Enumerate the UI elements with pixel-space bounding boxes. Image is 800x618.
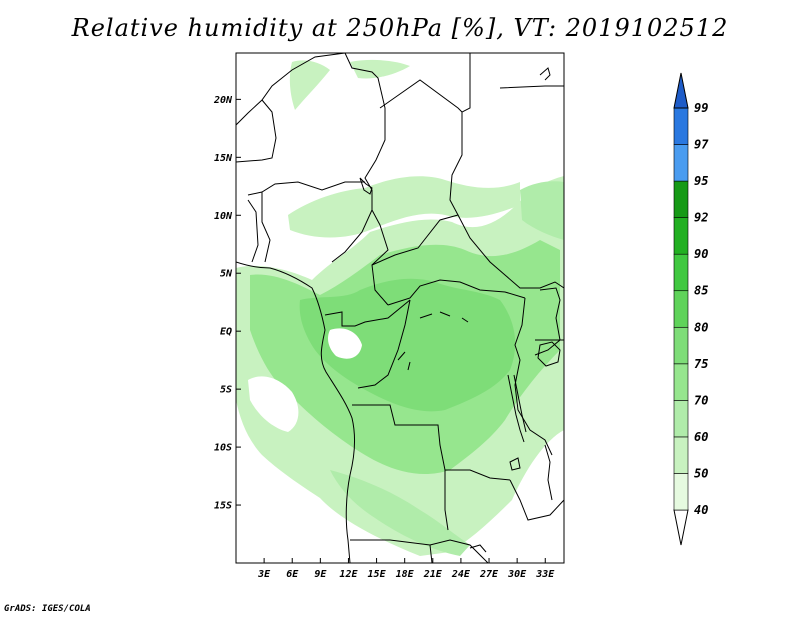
colorbar-bin (673, 473, 689, 511)
colorbar-label: 90 (694, 247, 708, 261)
colorbar-label: 85 (694, 284, 708, 298)
credit-label: GrADS: IGES/COLA (4, 604, 91, 614)
lon-tick-label: 30E (507, 569, 527, 580)
lake-chad (359, 177, 373, 195)
lon-tick-label: 33E (535, 569, 555, 580)
lake-victoria (537, 341, 561, 367)
lake-tanganyika (507, 374, 527, 443)
border-central-6 (352, 404, 511, 481)
border-south-3 (509, 479, 564, 521)
longitude-axis: 3E 6E 9E 12E 15E 18E 21E 24E 27E 30E 33E (257, 558, 555, 580)
lake-mweru (509, 457, 521, 471)
colorbar-bin (673, 253, 689, 292)
lat-tick-label: 15S (214, 501, 232, 512)
river-congo-1 (397, 311, 469, 371)
colorbar-label: 70 (694, 393, 708, 407)
border-n-6 (499, 85, 564, 89)
lon-tick-label: 15E (368, 569, 387, 580)
colorbar-below-triangle (673, 509, 689, 546)
border-central-4 (324, 299, 411, 327)
border-south-2 (444, 470, 449, 531)
colorbar: 40 50 60 70 75 80 85 90 92 95 97 99 (673, 72, 709, 546)
border-central-3 (387, 279, 526, 306)
colorbar-bin (673, 326, 689, 365)
colorbar-label: 80 (694, 320, 708, 334)
lake-malawi (544, 444, 553, 501)
border-south-1 (350, 539, 489, 563)
lat-tick-label: EQ (220, 327, 232, 338)
colorbar-bin (673, 400, 689, 438)
colorbar-label: 50 (694, 466, 708, 480)
lon-tick-label: 9E (314, 569, 327, 580)
humidity-region-gap (248, 376, 299, 432)
colorbar-label: 99 (694, 101, 708, 115)
coast-south-bend (469, 544, 487, 553)
lon-tick-label: 24E (451, 569, 471, 580)
lon-tick-label: 6E (286, 569, 299, 580)
colorbar-label: 97 (694, 138, 709, 152)
humidity-region-east (520, 181, 564, 240)
coast-east-horn (539, 67, 551, 81)
colorbar-label: 75 (694, 357, 708, 371)
border-central-5 (357, 299, 411, 389)
border-n-1 (236, 53, 346, 126)
border-south-4 (429, 544, 433, 563)
lon-tick-label: 3E (257, 569, 271, 580)
coastline-west-africa (236, 261, 355, 563)
lat-tick-label: 20N (213, 95, 233, 106)
border-east-1 (514, 297, 553, 456)
colorbar-label: 92 (694, 211, 708, 225)
lat-tick-label: 10S (214, 443, 232, 454)
humidity-region-north (289, 60, 330, 110)
colorbar-label: 95 (694, 174, 708, 188)
lon-tick-label: 18E (396, 569, 415, 580)
border-n-5 (379, 79, 463, 113)
border-n-3 (236, 99, 277, 163)
humidity-region-north2 (350, 59, 410, 79)
humidity-region-dense (299, 278, 516, 412)
colorbar-bin (673, 290, 689, 328)
lon-tick-label: 27E (479, 569, 499, 580)
humidity-field (236, 59, 564, 556)
humidity-region-sahel (288, 176, 520, 238)
border-central-2 (371, 214, 564, 289)
latitude-axis: 20N 15N 10N 5N EQ 5S 10S 15S (213, 95, 241, 512)
lat-tick-label: 5N (220, 269, 233, 280)
colorbar-bin (673, 436, 689, 474)
border-n-2 (331, 53, 386, 263)
humidity-region-south (330, 470, 470, 556)
humidity-region-gap2 (328, 328, 362, 359)
country-borders (236, 53, 564, 563)
lat-tick-label: 10N (214, 211, 233, 222)
border-sahel-2 (261, 192, 271, 263)
map-title: Relative humidity at 250hPa [%], VT: 201… (71, 14, 729, 42)
border-east-2 (534, 287, 561, 356)
colorbar-above-triangle (673, 72, 689, 109)
colorbar-bin (673, 144, 689, 182)
border-n-4 (449, 53, 471, 216)
colorbar-bin (673, 363, 689, 401)
lat-tick-label: 15N (214, 153, 233, 164)
lon-tick-label: 12E (339, 569, 358, 580)
colorbar-label: 40 (694, 503, 708, 517)
border-sahel-3 (247, 199, 259, 263)
colorbar-bin (673, 107, 689, 145)
colorbar-label: 60 (694, 430, 708, 444)
map-frame (235, 52, 565, 564)
border-central-1 (371, 209, 389, 306)
lat-tick-label: 5S (220, 385, 232, 396)
lon-tick-label: 21E (423, 569, 443, 580)
colorbar-bin (673, 180, 689, 218)
colorbar-bin (673, 217, 689, 255)
